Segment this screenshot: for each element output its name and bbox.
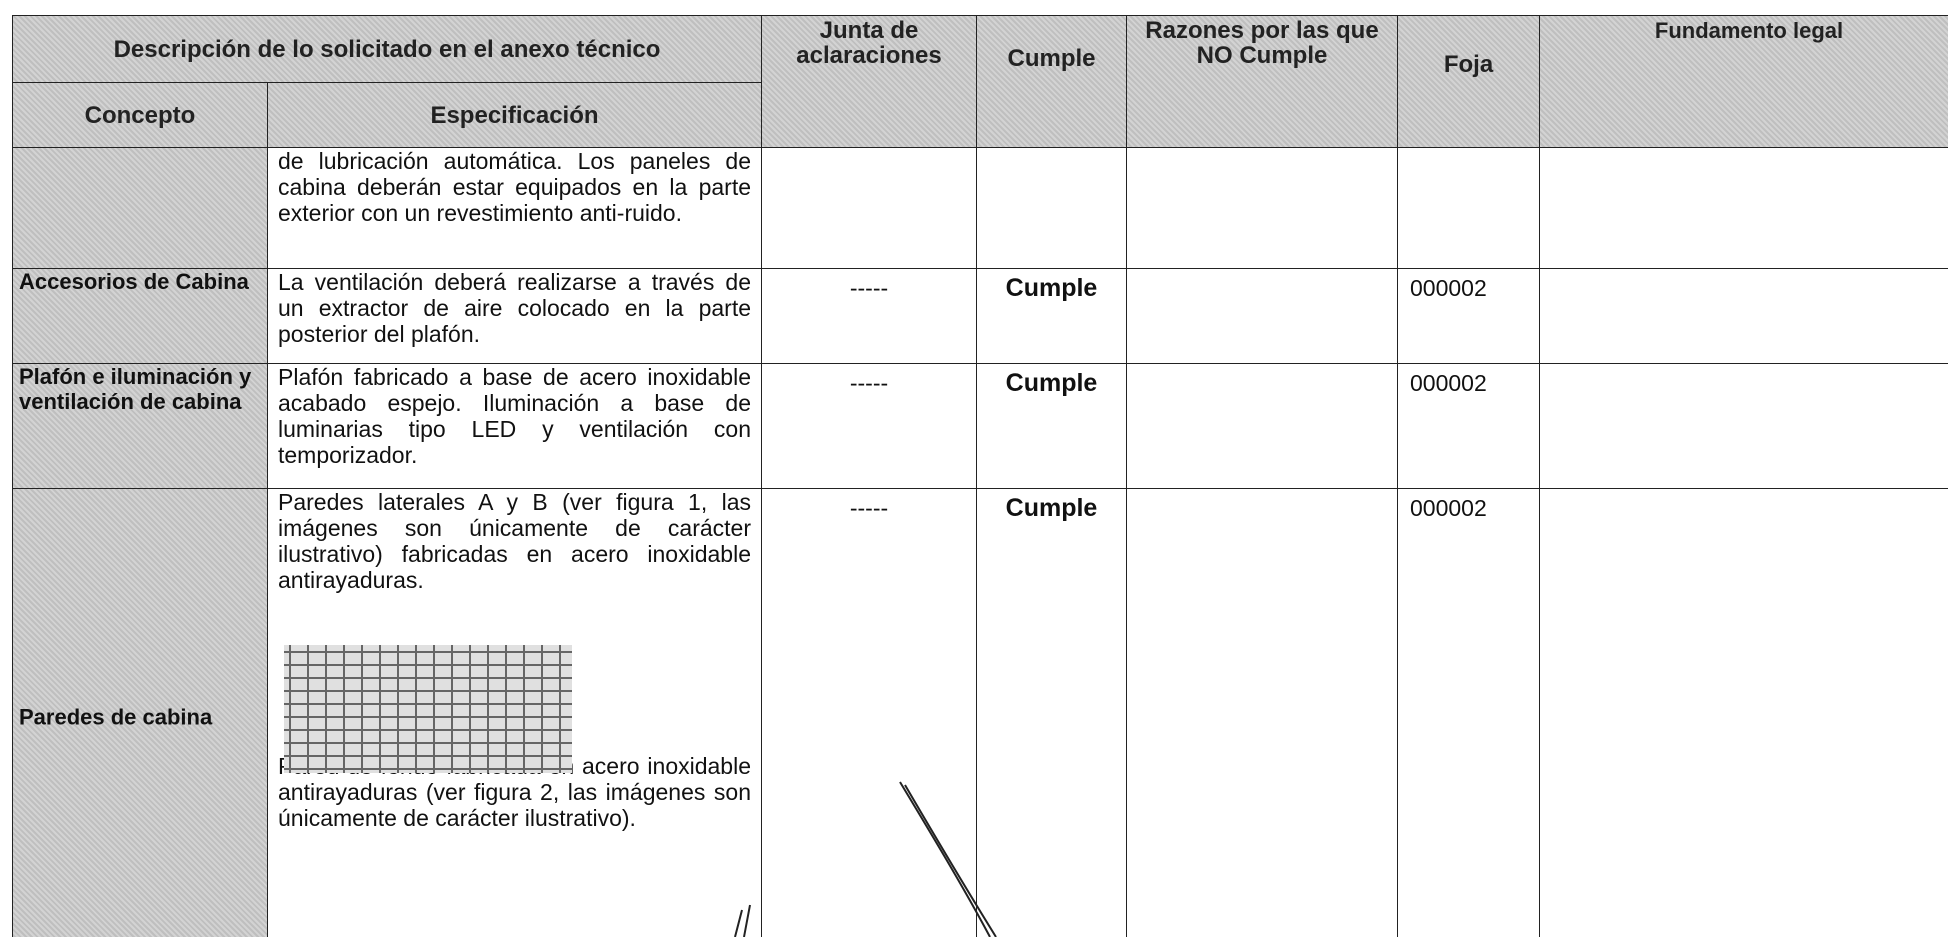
header-cell: Junta de aclaraciones [761,15,977,148]
table-cell: ----- [761,268,977,364]
table-cell [976,147,1127,269]
table-cell: 000002 [1397,488,1540,937]
header-text: Junta de aclaraciones [796,17,942,69]
spec-paragraph: La ventilación deberá realizarse a travé… [278,269,751,347]
table-cell: ----- [761,488,977,937]
header-cell: Fundamento legal [1539,15,1948,148]
concepto: Accesorios de Cabina [19,269,249,294]
table-cell [1539,363,1948,489]
table-cell: Cumple [976,363,1127,489]
header-text: Concepto [84,101,196,129]
foja: 000002 [1410,495,1487,521]
table-cell [1126,268,1398,364]
junta: ----- [849,495,889,521]
spec-paragraph: Paredes laterales A y B (ver figura 1, l… [278,489,751,593]
spec-paragraph: Plafón fabricado a base de acero inoxida… [278,364,751,468]
table-cell [1539,488,1948,937]
header-cell: Cumple [976,15,1127,148]
table-cell: Accesorios de Cabina [12,268,268,364]
table-cell [1126,488,1398,937]
header-cell: Especificación [267,82,762,148]
cumple: Cumple [1005,274,1098,302]
concepto: Plafón e iluminación y ventilación de ca… [19,364,252,414]
table-cell: Cumple [976,488,1127,937]
header-cell: Razones por las que NO Cumple [1126,15,1398,148]
header-cell: Foja [1397,15,1540,148]
header-text: Fundamento legal [1654,18,1844,43]
table-cell: de lubricación automática. Los paneles d… [267,147,762,269]
header-text: Foja [1443,51,1494,78]
foja: 000002 [1410,275,1487,301]
table-cell: Plafón e iluminación y ventilación de ca… [12,363,268,489]
especificacion: Paredes laterales A y B (ver figura 1, l… [278,489,751,831]
junta: ----- [849,370,889,396]
table-cell [1126,147,1398,269]
spec-paragraph: Pared de fondo fabricada en acero inoxid… [278,753,751,831]
table-cell [1539,147,1948,269]
header-text: Descripción de lo solicitado en el anexo… [113,35,661,63]
table-cell: Paredes laterales A y B (ver figura 1, l… [267,488,762,937]
table-cell: Paredes de cabina [12,488,268,937]
table-cell [12,147,268,269]
cumple: Cumple [1005,369,1098,397]
table-cell [761,147,977,269]
especificacion: La ventilación deberá realizarse a travé… [278,269,751,347]
table-cell: Plafón fabricado a base de acero inoxida… [267,363,762,489]
spec-paragraph: de lubricación automática. Los paneles d… [278,148,751,226]
table-cell: 000002 [1397,363,1540,489]
header-text: Razones por las que NO Cumple [1145,17,1379,69]
table-cell: ----- [761,363,977,489]
table-cell: 000002 [1397,268,1540,364]
especificacion: de lubricación automática. Los paneles d… [278,148,751,226]
header-text: Especificación [430,101,599,129]
concepto: Paredes de cabina [19,704,213,730]
header-cell: Concepto [12,82,268,148]
table-cell: Cumple [976,268,1127,364]
junta: ----- [849,275,889,301]
table-cell [1126,363,1398,489]
especificacion: Plafón fabricado a base de acero inoxida… [278,364,751,468]
table-cell [1397,147,1540,269]
header-text: Cumple [1007,45,1096,72]
group-header: Descripción de lo solicitado en el anexo… [12,15,762,83]
foja: 000002 [1410,370,1487,396]
table-cell: La ventilación deberá realizarse a travé… [267,268,762,364]
cumple: Cumple [1005,494,1098,522]
table-cell [1539,268,1948,364]
